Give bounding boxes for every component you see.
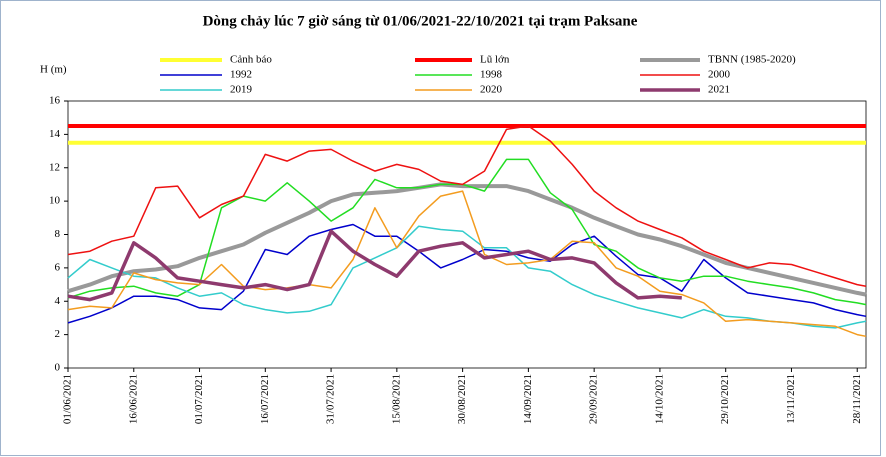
x-tick-label: 13/11/2021	[785, 374, 797, 424]
y-tick-label: 6	[55, 261, 61, 273]
y-tick-label: 4	[55, 295, 61, 307]
x-tick-label: 28/11/2021	[851, 374, 863, 424]
y-tick-label: 8	[55, 228, 61, 240]
series-line	[67, 223, 867, 324]
y-tick-label: 0	[55, 362, 61, 374]
legend-label: 1992	[230, 69, 252, 81]
legend-label: 1998	[480, 69, 503, 81]
x-tick-label: 14/10/2021	[653, 374, 665, 424]
x-tick-label: 29/09/2021	[588, 374, 600, 424]
y-tick-label: 12	[49, 161, 60, 173]
legend-label: Lũ lớn	[480, 54, 510, 66]
legend-label: 2019	[230, 84, 253, 96]
series-line	[67, 225, 867, 329]
legend-label: TBNN (1985-2020)	[708, 54, 796, 66]
x-tick-label: 16/06/2021	[127, 374, 139, 424]
chart-title: Dòng chảy lúc 7 giờ sáng từ 01/06/2021-2…	[203, 13, 638, 29]
y-tick-label: 10	[49, 195, 61, 207]
y-tick-label: 14	[49, 128, 61, 140]
legend-label: Cảnh báo	[230, 54, 272, 66]
x-tick-label: 15/08/2021	[390, 374, 402, 424]
series-line	[67, 229, 682, 302]
x-tick-label: 01/07/2021	[193, 374, 205, 424]
x-tick-label: 16/07/2021	[259, 374, 271, 424]
legend-label: 2021	[708, 84, 730, 96]
series-line	[67, 158, 867, 306]
y-tick-label: 16	[49, 95, 61, 107]
legend-label: 2020	[480, 84, 503, 96]
series-line	[67, 125, 867, 287]
x-tick-label: 14/09/2021	[522, 374, 534, 424]
x-tick-label: 29/10/2021	[719, 374, 731, 424]
y-tick-label: 2	[55, 328, 61, 340]
legend-label: 2000	[708, 69, 731, 81]
x-tick-label: 01/06/2021	[62, 374, 74, 424]
y-axis-label: H (m)	[40, 64, 67, 76]
x-tick-label: 31/07/2021	[325, 374, 337, 424]
x-tick-label: 30/08/2021	[456, 374, 468, 424]
